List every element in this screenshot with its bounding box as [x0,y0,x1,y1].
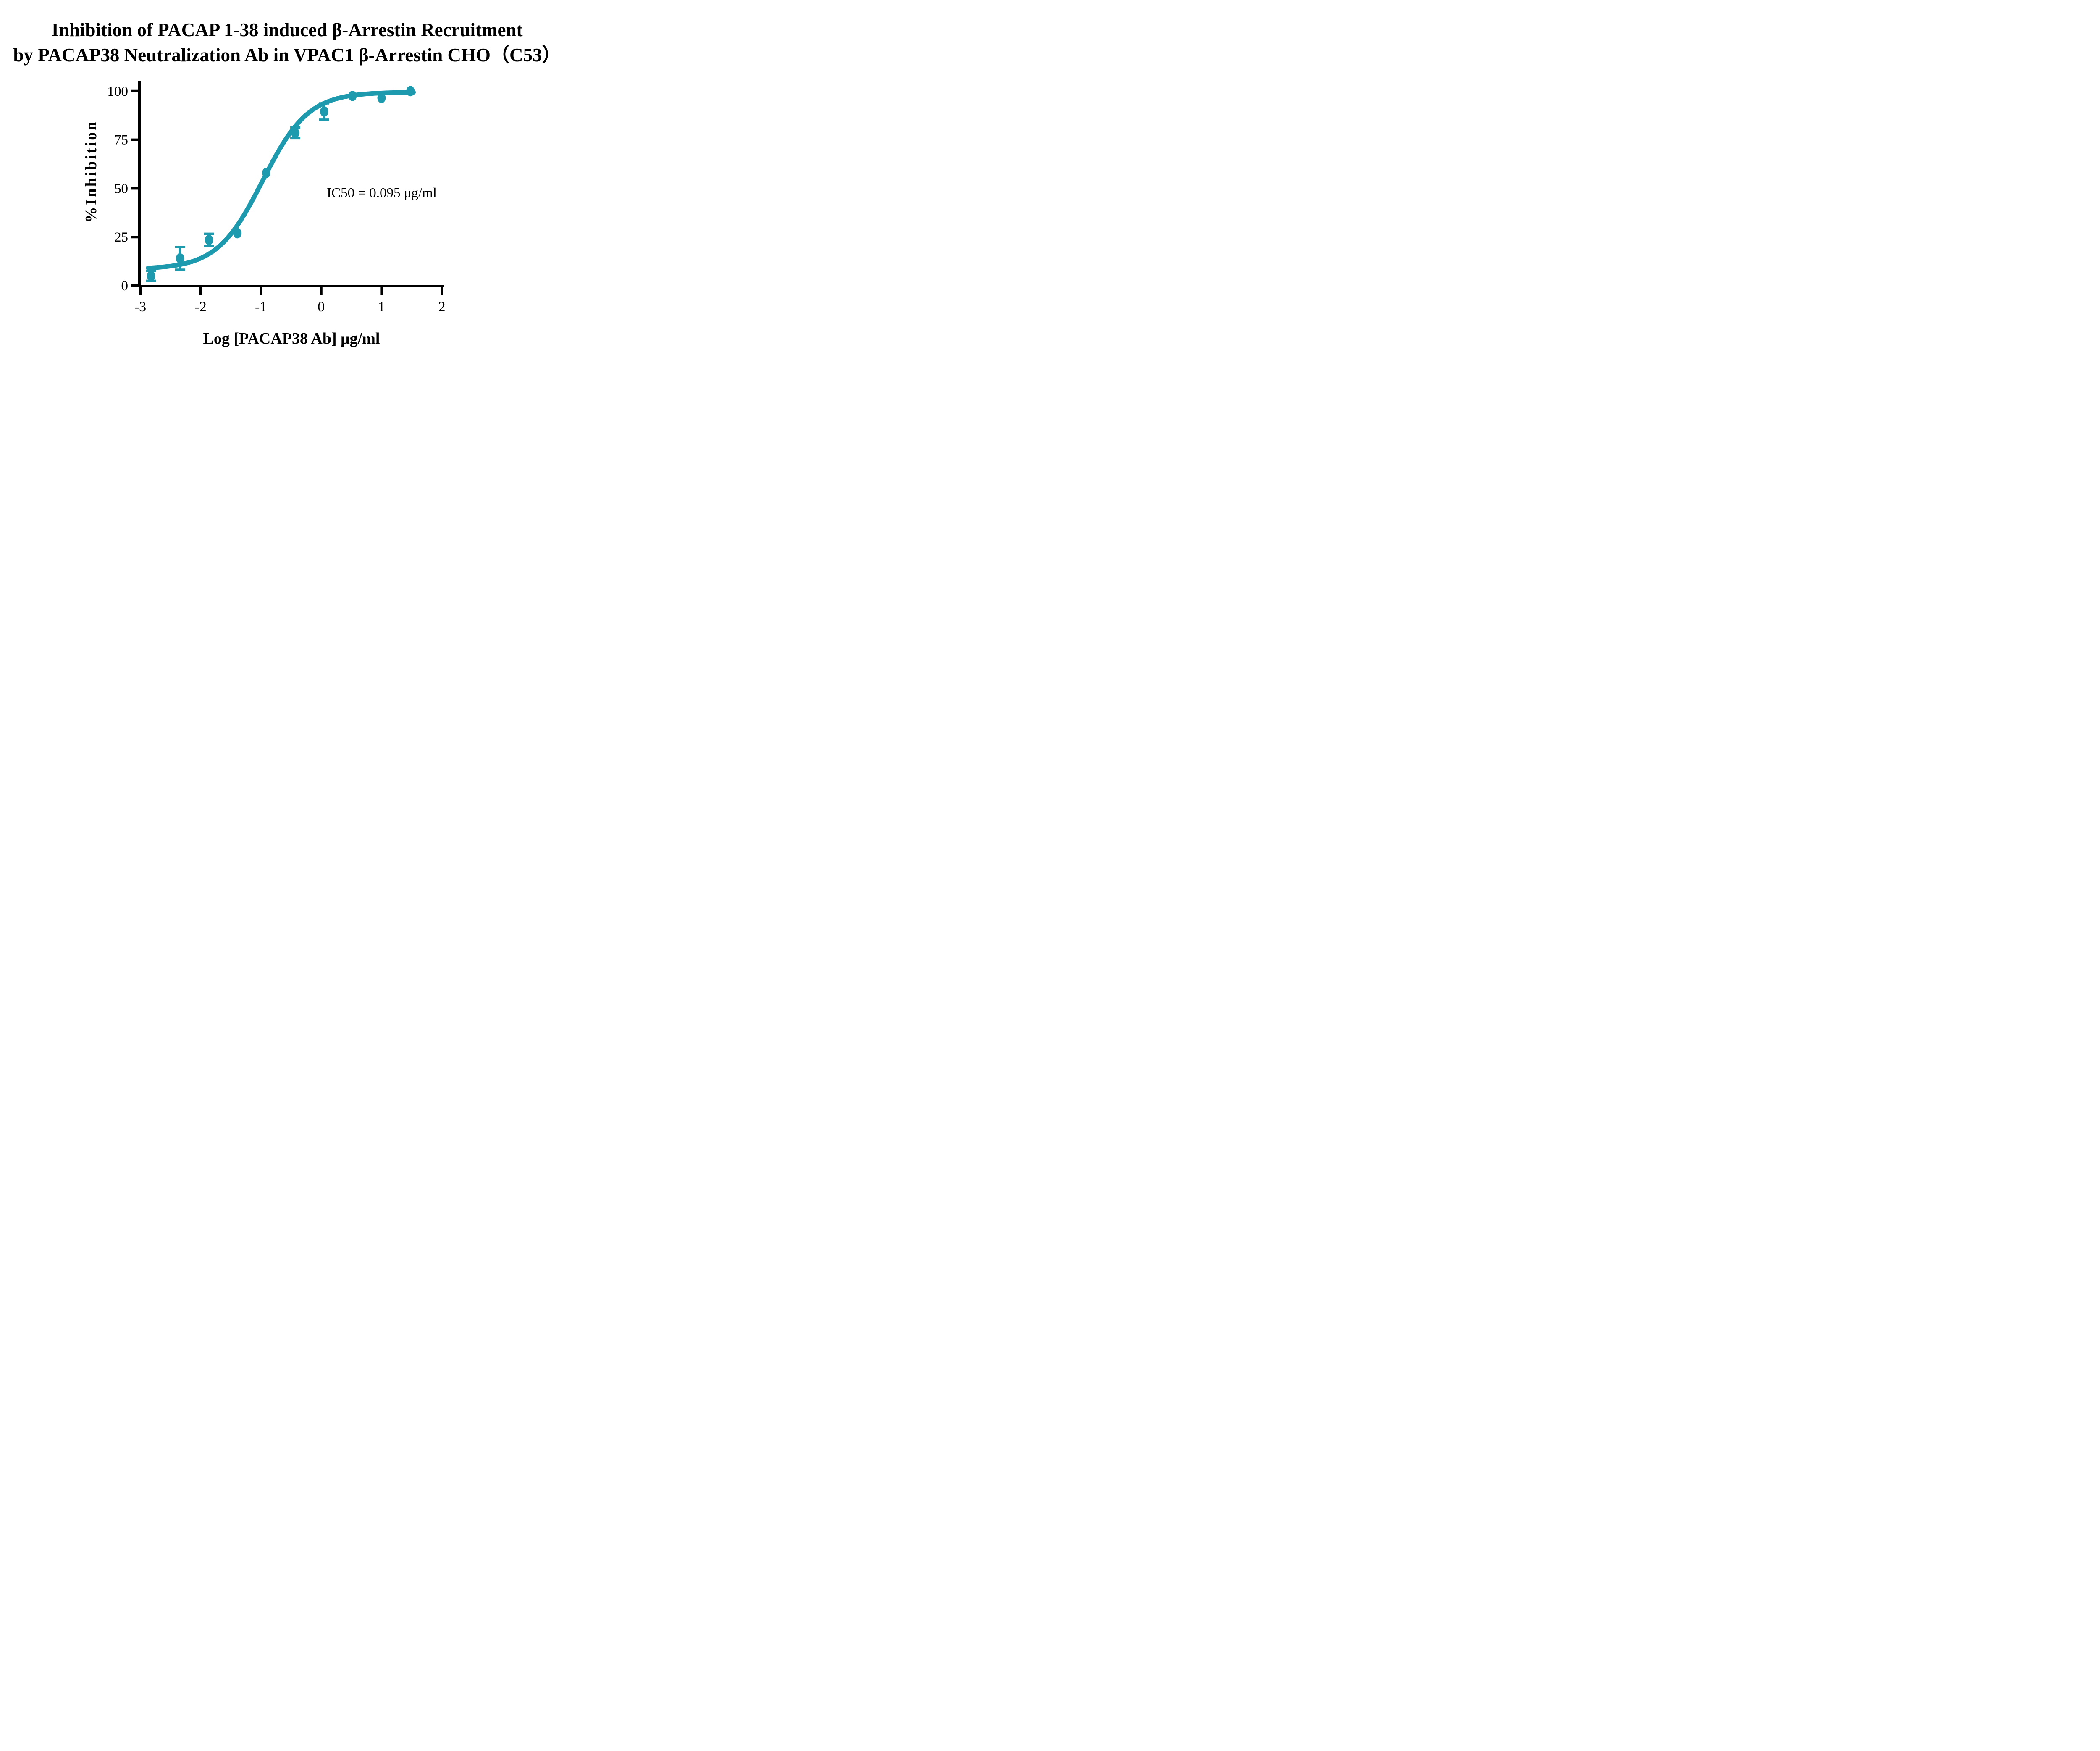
y-tick-label: 100 [108,84,129,99]
ic50-annotation: IC50 = 0.095 μg/ml [327,185,437,201]
data-point [406,86,415,97]
data-point [205,234,213,245]
dose-response-plot: 0 25 50 75 100 -3 -2 -1 0 1 2 [108,81,446,315]
y-tick-label: 75 [114,133,128,148]
y-tick-label: 0 [121,279,129,294]
y-tick-label: 50 [114,181,128,196]
data-point [291,127,299,138]
x-axis-title: Log [PACAP38 Ab] μg/ml [203,330,380,347]
x-tick-label: -1 [255,299,267,315]
data-point [147,271,155,281]
fit-curve [146,90,416,271]
figure: Inhibition of PACAP 1-38 induced β-Arres… [0,0,574,350]
data-point [320,106,328,117]
data-point [176,253,184,264]
data-point [377,92,386,103]
data-point [262,167,271,178]
x-tick-label: -2 [194,299,206,315]
chart-title-line1: Inhibition of PACAP 1-38 induced β-Arres… [51,19,523,40]
x-tick-label: -3 [134,299,146,315]
data-point [348,90,357,101]
x-tick-label: 2 [438,299,446,315]
chart-title-line2: by PACAP38 Neutralization Ab in VPAC1 β-… [13,45,561,66]
x-tick-label: 1 [378,299,385,315]
x-tick-label: 0 [318,299,325,315]
y-tick-label: 25 [114,230,128,245]
data-point [233,228,242,239]
